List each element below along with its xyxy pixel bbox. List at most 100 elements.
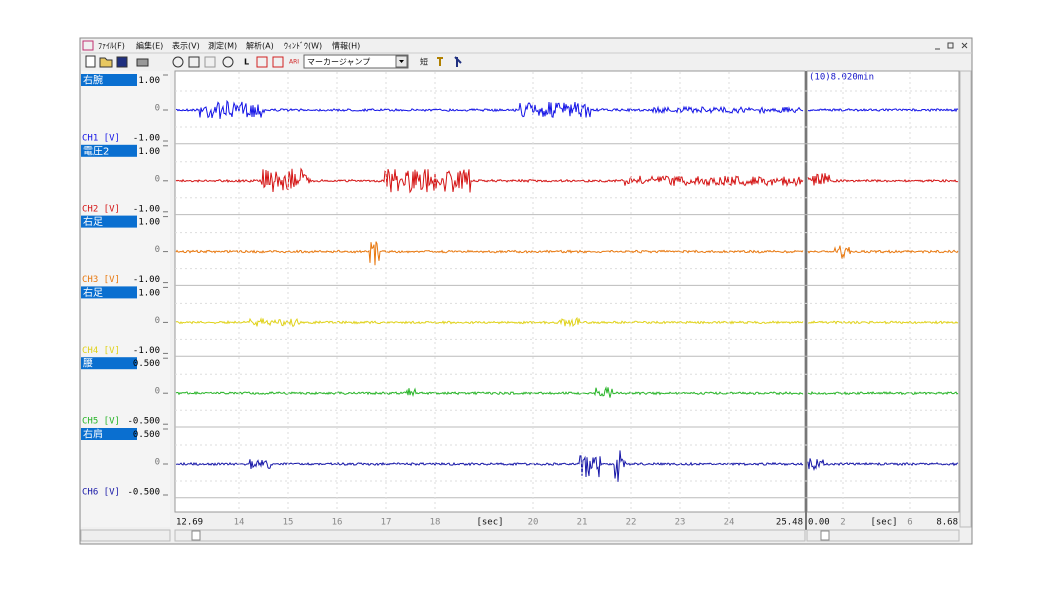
waveform: [807, 245, 959, 259]
time-label: 24: [724, 518, 735, 528]
waveform: [175, 99, 804, 119]
context-help[interactable]: [454, 56, 462, 67]
channel-name-bg: [81, 357, 137, 370]
menu-item[interactable]: ﾌｧｲﾙ(F): [98, 42, 125, 51]
scale-zero: 0: [155, 316, 160, 326]
time-label: [sec]: [476, 518, 503, 528]
tool-button[interactable]: [188, 56, 200, 68]
marker-button[interactable]: L: [244, 58, 249, 67]
tool-button[interactable]: [272, 56, 284, 68]
waveform: [175, 167, 804, 194]
dropdown-text: マーカージャンプ: [307, 58, 370, 67]
scale-bottom: -0.500: [127, 488, 160, 498]
scale-zero: 0: [155, 387, 160, 397]
vertical-scrollbar[interactable]: [959, 70, 972, 528]
h-scrollbar[interactable]: [806, 529, 960, 542]
tool-button[interactable]: [222, 56, 234, 68]
time-label: 12.69: [176, 518, 203, 528]
scale-bottom: -1.00: [133, 134, 160, 144]
waveform: [175, 316, 804, 328]
app-icon: [82, 40, 94, 51]
scale-top: 1.00: [138, 147, 160, 157]
time-label: 2: [840, 518, 845, 528]
time-label: 16: [332, 518, 343, 528]
channel-label: CH4 [V]: [82, 346, 120, 356]
tool-button[interactable]: [256, 56, 268, 68]
channel-name: 電圧2: [83, 145, 109, 157]
time-label: [sec]: [870, 518, 897, 528]
time-label: 20: [528, 518, 539, 528]
scale-bottom: -1.00: [133, 204, 160, 214]
channel-name-bg: [81, 286, 137, 299]
open-button[interactable]: [99, 57, 113, 68]
menu-bar: ﾌｧｲﾙ(F) 編集(E) 表示(V) 測定(M) 解析(A) ｳｨﾝﾄﾞｳ(W) 情報(H…: [98, 41, 360, 51]
menu-item[interactable]: 解析(A): [246, 41, 274, 51]
channel-name: 右腕: [83, 74, 103, 87]
time-label: 8.68: [936, 518, 958, 528]
tool-button[interactable]: [172, 56, 184, 68]
channel-name: 右足: [83, 215, 103, 228]
channel-label: CH5 [V]: [82, 417, 120, 427]
close[interactable]: [961, 42, 968, 49]
scale-top: 0.500: [133, 359, 160, 369]
save-button[interactable]: [116, 56, 128, 68]
channel-name-bg: [81, 215, 137, 228]
menu-item[interactable]: 編集(E): [136, 41, 163, 51]
restore[interactable]: [947, 42, 954, 49]
channel-name: 右足: [83, 286, 103, 299]
channel-label: CH2 [V]: [82, 204, 120, 214]
waveform: [807, 107, 959, 113]
sub-header: (10)8.020min: [809, 73, 874, 83]
time-label: 21: [577, 518, 588, 528]
marker-dropdown[interactable]: [303, 54, 409, 69]
menu-item[interactable]: ｳｨﾝﾄﾞｳ(W): [284, 42, 322, 51]
time-label: 25.48: [776, 518, 803, 528]
short-button[interactable]: 短: [420, 57, 428, 67]
channel-label: CH3 [V]: [82, 275, 120, 285]
channels: 右腕 1.00 0 CH1 [V] -1.00 電圧2 1.00 0 CH2 [V] -1.00 右…: [81, 74, 959, 499]
toolbar: [85, 55, 284, 68]
menu-item[interactable]: 情報(H): [332, 41, 360, 51]
scale-bottom: -1.00: [133, 275, 160, 285]
scale-top: 1.00: [138, 218, 160, 228]
scroll-thumb[interactable]: [820, 530, 830, 541]
text-button[interactable]: ARI: [289, 59, 299, 66]
waveform: [807, 173, 959, 186]
time-label: 18: [430, 518, 441, 528]
scale-top: 0.500: [133, 430, 160, 440]
sub-plot: [806, 70, 960, 513]
print-button[interactable]: [136, 58, 149, 67]
channel-name-bg: [81, 144, 137, 157]
help-button[interactable]: [437, 57, 443, 66]
time-label: 0.00: [808, 518, 830, 528]
time-label: 22: [626, 518, 637, 528]
scale-zero: 0: [155, 104, 160, 114]
channel-name: 腰: [83, 358, 93, 370]
tool-button[interactable]: [204, 56, 216, 68]
h-scrollbar[interactable]: [174, 529, 806, 542]
menu-item[interactable]: 表示(V): [172, 41, 200, 51]
scroll-thumb[interactable]: [191, 530, 201, 541]
scale-zero: 0: [155, 245, 160, 255]
arrow-icon: [399, 60, 404, 63]
time-label: 14: [234, 518, 245, 528]
h-scrollbar[interactable]: [80, 529, 171, 542]
window-controls: [935, 42, 968, 50]
scale-top: 1.00: [138, 288, 160, 298]
scale-zero: 0: [155, 174, 160, 184]
new-button[interactable]: [85, 55, 96, 68]
channel-name-bg: [81, 74, 137, 86]
waveform: [808, 320, 959, 325]
menu-item[interactable]: 測定(M): [208, 41, 237, 51]
scale-bottom: -1.00: [133, 346, 160, 356]
waveform: [807, 458, 959, 472]
waveform: [175, 386, 804, 398]
waveform: [807, 390, 959, 396]
channel-name: 右肩: [83, 428, 103, 441]
waveform: [175, 241, 804, 266]
scale-zero: 0: [155, 458, 160, 468]
time-label: 15: [283, 518, 294, 528]
time-axis: 12.69 14 15 16 17 18 [sec] 20 21 22 23 24 25.48 0.00 2…: [176, 72, 958, 528]
